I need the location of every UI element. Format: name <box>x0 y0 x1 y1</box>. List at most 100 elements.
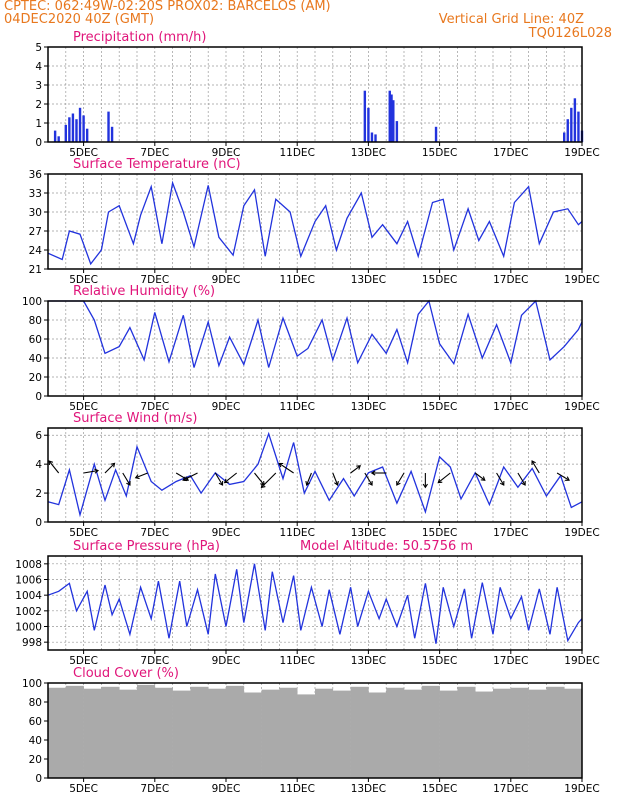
x-tick-label: 11DEC <box>279 147 314 159</box>
cloud-bar <box>315 688 334 778</box>
cloud-cover-panel: 0 20 40 60 80 100 5DEC 7DEC 9DEC 11DEC 13DEC 15DEC 1… <box>22 666 600 795</box>
cloud-bar <box>457 686 476 778</box>
precip-bar <box>107 111 110 142</box>
precip-bar <box>566 119 569 142</box>
series-line <box>47 180 583 266</box>
precip-bar <box>363 90 367 142</box>
cloud-bar <box>528 689 547 778</box>
y-tick-label: 60 <box>29 334 42 346</box>
wind-arrow <box>260 472 277 489</box>
precip-bar <box>367 107 370 142</box>
wind-arrow <box>214 472 224 486</box>
x-tick-label: 13DEC <box>351 783 386 795</box>
cloud-bar <box>386 687 405 778</box>
precip-bar <box>78 107 82 142</box>
wind-arrow <box>437 472 451 484</box>
y-tick-label: 1008 <box>15 559 42 571</box>
x-tick-label: 7DEC <box>140 147 169 159</box>
header-model-code: TQ0126L028 <box>528 26 612 41</box>
y-tick-label: 20 <box>29 754 42 766</box>
wind-arrow <box>182 472 198 482</box>
cloud-bar <box>439 690 458 778</box>
y-tick-label: 4 <box>35 61 42 73</box>
precip-bar <box>110 126 114 142</box>
wind-arrow <box>278 462 294 474</box>
y-tick-label: 1004 <box>15 590 42 602</box>
precip-bar <box>71 113 75 142</box>
precip-bar <box>85 128 89 142</box>
panel-title: Surface Temperature (nC) <box>73 157 241 172</box>
x-tick-label: 11DEC <box>279 401 314 413</box>
y-tick-label: 998 <box>22 637 42 649</box>
x-tick-label: 7DEC <box>140 527 169 539</box>
temperature-panel: 21 24 27 30 33 36 5DEC 7DEC 9DEC 11DEC 13DEC 15DEC 1… <box>29 157 600 286</box>
y-tick-label: 30 <box>29 207 42 219</box>
wind-panel: 0 2 4 6 5DEC 7DEC 9DEC 11DEC 13DEC 15DEC 17DEC 19DE… <box>35 411 599 539</box>
precip-bar <box>434 126 438 142</box>
cloud-bar <box>350 686 369 778</box>
wind-arrow <box>104 462 116 474</box>
precip-bar <box>570 107 573 142</box>
cloud-bar <box>546 686 565 778</box>
precip-bar <box>390 94 393 142</box>
x-tick-label: 5DEC <box>69 401 98 413</box>
x-tick-label: 5DEC <box>69 274 98 286</box>
y-tick-label: 40 <box>29 735 42 747</box>
wind-arrow <box>531 460 540 474</box>
cloud-bar <box>564 688 583 778</box>
y-tick-label: 0 <box>35 517 42 529</box>
cloud-bar <box>243 692 262 778</box>
y-tick-label: 60 <box>29 716 42 728</box>
cloud-bar <box>404 689 423 778</box>
cloud-bar <box>208 688 227 778</box>
panel-frame <box>47 300 583 397</box>
x-tick-label: 19DEC <box>564 401 599 413</box>
x-tick-label: 11DEC <box>279 655 314 667</box>
panel-title: Cloud Cover (%) <box>73 666 179 681</box>
x-tick-label: 9DEC <box>212 147 241 159</box>
precip-bar <box>370 132 374 142</box>
x-tick-label: 5DEC <box>69 527 98 539</box>
wind-arrow <box>556 472 570 481</box>
y-tick-label: 80 <box>29 697 42 709</box>
x-tick-label: 9DEC <box>212 527 241 539</box>
cloud-bar <box>421 685 440 778</box>
x-tick-label: 9DEC <box>212 655 241 667</box>
cloud-bar <box>137 684 156 778</box>
wind-arrow <box>517 472 526 486</box>
x-tick-label: 15DEC <box>422 147 457 159</box>
cloud-bar <box>261 689 280 778</box>
y-tick-label: 0 <box>35 391 42 403</box>
x-tick-label: 7DEC <box>140 655 169 667</box>
x-tick-label: 17DEC <box>493 783 528 795</box>
y-tick-label: 27 <box>29 226 42 238</box>
humidity-panel: 0 20 40 60 80 100 5DEC 7DEC 9DEC 11DEC 13DEC 15DEC 1… <box>22 284 600 413</box>
y-tick-label: 36 <box>29 169 43 181</box>
wind-arrow <box>474 472 486 481</box>
cloud-bar <box>475 691 494 778</box>
panel-title: Relative Humidity (%) <box>73 284 215 299</box>
wind-arrow <box>496 472 505 486</box>
x-tick-label: 5DEC <box>69 655 98 667</box>
wind-arrow <box>396 472 405 486</box>
cloud-bar <box>368 692 387 778</box>
y-tick-label: 40 <box>29 353 42 365</box>
wind-arrow <box>305 472 312 486</box>
cloud-bar <box>493 688 512 778</box>
x-tick-label: 15DEC <box>422 274 457 286</box>
x-tick-label: 5DEC <box>69 147 98 159</box>
wind-arrow <box>223 472 238 484</box>
cloud-bar <box>332 690 351 778</box>
cloud-bar <box>279 687 298 778</box>
precip-bar <box>392 100 395 142</box>
precip-bar <box>563 132 566 142</box>
x-tick-label: 13DEC <box>351 527 386 539</box>
wind-arrow <box>350 465 362 474</box>
precip-bar <box>75 119 78 142</box>
cloud-bar <box>48 687 67 778</box>
cloud-bar <box>83 688 102 778</box>
panel-frame <box>47 173 583 270</box>
x-tick-label: 17DEC <box>493 527 528 539</box>
x-tick-label: 13DEC <box>351 274 386 286</box>
